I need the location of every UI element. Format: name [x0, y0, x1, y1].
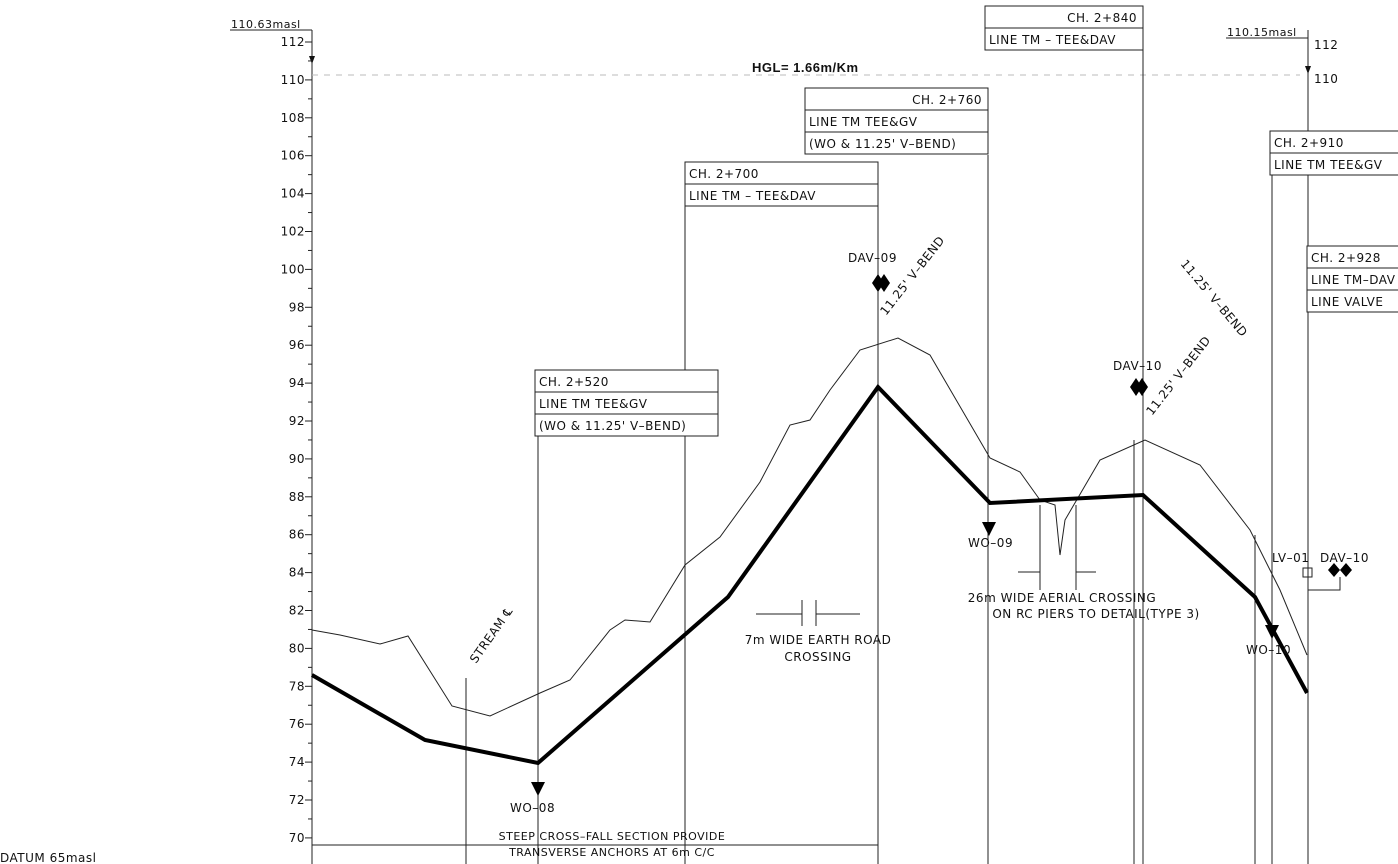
axis-ticks: 112 110 108 106 104 102 100 98 96 94 92 90 88 86 84 82 8… — [281, 35, 312, 845]
box-text: LINE TM–DAV — [1311, 273, 1396, 287]
box-text: (WO & 11.25' V–BEND) — [539, 419, 686, 433]
level-label: 110.15masl — [1227, 26, 1297, 39]
note: TRANSVERSE ANCHORS AT 6m C/C — [508, 846, 715, 859]
marker-label: LV–01 — [1272, 551, 1309, 565]
chainage-box — [534, 369, 719, 437]
axis-label: 96 — [289, 338, 305, 352]
axis-label: 102 — [281, 225, 305, 239]
box-text: LINE TM – TEE&DAV — [989, 33, 1116, 47]
note: ON RC PIERS TO DETAIL(TYPE 3) — [992, 607, 1199, 621]
axis-label: 80 — [289, 641, 305, 655]
road-dims — [312, 571, 1096, 846]
chainage-boxes: CH. 2+840 LINE TM – TEE&DAV CH. 2+760 LINE … — [534, 5, 1398, 437]
axis-label: 110 — [1314, 72, 1338, 86]
ground-profile — [311, 337, 1308, 717]
axis-label: 70 — [289, 831, 305, 845]
level-arrow — [309, 56, 315, 64]
axis-label: 112 — [1314, 38, 1338, 52]
axis-label: 72 — [289, 793, 305, 807]
box-text: CH. 2+840 — [1067, 11, 1137, 25]
axis-label: 86 — [289, 528, 305, 542]
bend-label: 11.25' V–BEND — [877, 233, 947, 317]
axes — [230, 29, 1311, 864]
box-text: LINE TM TEE&GV — [809, 115, 918, 129]
hgl-label: HGL= 1.66m/Km — [752, 60, 859, 75]
axis-label: 98 — [289, 300, 305, 314]
chainage-box — [804, 87, 989, 155]
axis-label: 90 — [289, 452, 305, 466]
wo-marker — [982, 522, 996, 536]
axis-label: 82 — [289, 604, 305, 618]
marker-label: WO–09 — [968, 536, 1013, 550]
level-arrow — [1305, 66, 1311, 74]
dav-marker — [1130, 378, 1148, 396]
pipeline — [311, 383, 1309, 766]
note: STEEP CROSS–FALL SECTION PROVIDE — [499, 830, 726, 843]
axis-label: 88 — [289, 490, 305, 504]
dav-marker — [1328, 563, 1352, 577]
axis-label: 112 — [281, 35, 305, 49]
datum-label: DATUM 65masl — [0, 851, 97, 864]
valve-link — [1307, 577, 1341, 591]
marker-label: DAV–10 — [1320, 551, 1369, 565]
axis-label: 84 — [289, 566, 305, 580]
axis-label: 94 — [289, 376, 305, 390]
box-text: CH. 2+928 — [1311, 251, 1381, 265]
chainage-box — [1306, 245, 1398, 313]
axis-label: 110 — [281, 73, 305, 87]
box-text: CH. 2+520 — [539, 375, 609, 389]
box-text: LINE TM TEE&GV — [539, 397, 648, 411]
axis-label: 104 — [281, 187, 305, 201]
marker-label: WO–08 — [510, 801, 555, 815]
box-text: LINE TM – TEE&DAV — [689, 189, 816, 203]
bend-label: 11.25' V–BEND — [1178, 257, 1251, 340]
box-text: (WO & 11.25' V–BEND) — [809, 137, 956, 151]
stream-label: STREAM ℄ — [467, 604, 516, 665]
wo-marker — [531, 782, 545, 796]
note: 7m WIDE EARTH ROAD — [745, 633, 892, 647]
bend-label: 11.25' V–BEND — [1143, 333, 1213, 417]
note: CROSSING — [784, 650, 851, 664]
wo-marker — [1265, 625, 1279, 639]
note: 26m WIDE AERIAL CROSSING — [968, 591, 1156, 605]
box-text: LINE TM TEE&GV — [1274, 158, 1383, 172]
axis-label: 74 — [289, 755, 305, 769]
axis-label: 76 — [289, 717, 305, 731]
axis-label: 106 — [281, 149, 305, 163]
box-text: CH. 2+700 — [689, 167, 759, 181]
axis-label: 78 — [289, 679, 305, 693]
box-text: LINE VALVE — [1311, 295, 1383, 309]
box-text: CH. 2+910 — [1274, 136, 1344, 150]
markers — [531, 274, 1352, 796]
axis-label: 108 — [281, 111, 305, 125]
axis-label: 92 — [289, 414, 305, 428]
level-label: 110.63masl — [231, 18, 301, 31]
dav-marker — [872, 274, 890, 292]
marker-label: WO–10 — [1246, 643, 1291, 657]
box-text: CH. 2+760 — [912, 93, 982, 107]
marker-label: DAV–09 — [848, 251, 897, 265]
marker-label: DAV–10 — [1113, 359, 1162, 373]
axis-label: 100 — [281, 262, 305, 276]
